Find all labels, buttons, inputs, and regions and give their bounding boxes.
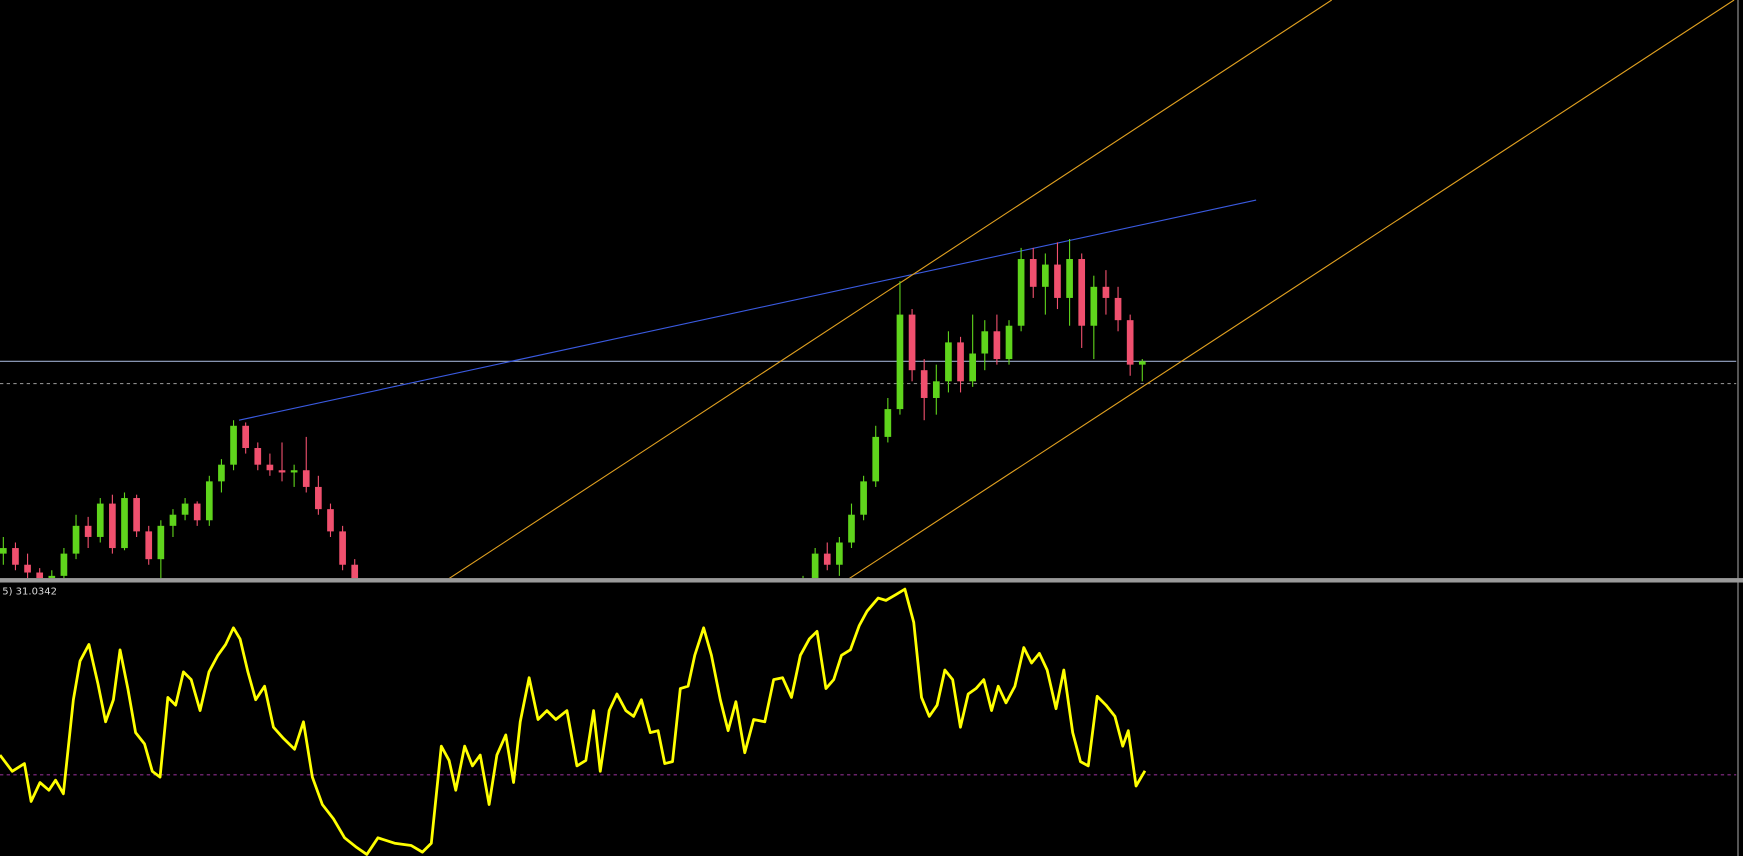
candle-body <box>872 436 880 482</box>
candle-body <box>1017 259 1025 326</box>
candle-body <box>193 503 201 521</box>
candle-body <box>278 470 286 473</box>
candle-body <box>12 548 19 565</box>
candle-body <box>1005 325 1013 360</box>
candle-body <box>860 481 867 515</box>
indicator-line <box>0 587 1147 856</box>
candle-body <box>121 498 128 549</box>
candle-body <box>957 342 964 382</box>
candle-body <box>0 548 7 554</box>
candle-body <box>242 425 249 449</box>
candle-body <box>205 481 213 521</box>
candle-body <box>327 509 334 532</box>
candle-body <box>157 525 165 560</box>
candle-body <box>266 464 274 471</box>
pane-separator <box>0 578 1743 583</box>
channel-line <box>448 0 1333 579</box>
candle-body <box>24 564 31 573</box>
candle-body <box>351 564 359 579</box>
candle-body <box>109 503 116 549</box>
candle-body <box>48 575 56 579</box>
candle-body <box>1126 320 1134 365</box>
candle-body <box>169 514 177 526</box>
candle-body <box>932 381 940 398</box>
candle-body <box>60 553 68 576</box>
indicator-pane <box>0 587 1737 856</box>
candle-body <box>920 370 928 398</box>
candle-body <box>908 314 916 371</box>
candle-body <box>254 448 262 465</box>
candle-body <box>981 331 989 354</box>
channel-line <box>848 0 1735 579</box>
candle-body <box>1090 286 1098 326</box>
candle-body <box>339 531 346 565</box>
candle-body <box>811 553 819 579</box>
candle-body <box>1114 297 1122 321</box>
candle-body <box>84 525 92 537</box>
candle-body <box>218 464 225 482</box>
candle-body <box>1029 259 1037 287</box>
candle-body <box>836 542 843 565</box>
candle-body <box>315 486 322 510</box>
candle-body <box>823 553 831 565</box>
candle-body <box>96 503 104 537</box>
trend-line <box>238 199 1257 421</box>
price-pane <box>0 0 1737 579</box>
candle-body <box>302 470 310 487</box>
candle-body <box>181 503 189 515</box>
candle-body <box>290 470 298 473</box>
candle-body <box>1078 259 1086 326</box>
candle-body <box>884 409 892 437</box>
candle-body <box>133 498 140 532</box>
candle-body <box>1042 264 1049 287</box>
candle-body <box>969 353 976 382</box>
candle-body <box>230 425 237 465</box>
candle-body <box>896 314 904 410</box>
candle-body <box>993 331 1001 360</box>
candle-body <box>945 342 952 382</box>
candle-body <box>1138 361 1146 365</box>
candle-body <box>1054 264 1061 298</box>
candle-body <box>1102 286 1110 298</box>
candle-body <box>848 514 855 543</box>
candle-body <box>145 531 153 560</box>
candle-body <box>72 525 80 554</box>
candle-body <box>1066 259 1073 298</box>
candle-body <box>36 572 44 579</box>
indicator-label: 5) 31.0342 <box>2 586 57 597</box>
